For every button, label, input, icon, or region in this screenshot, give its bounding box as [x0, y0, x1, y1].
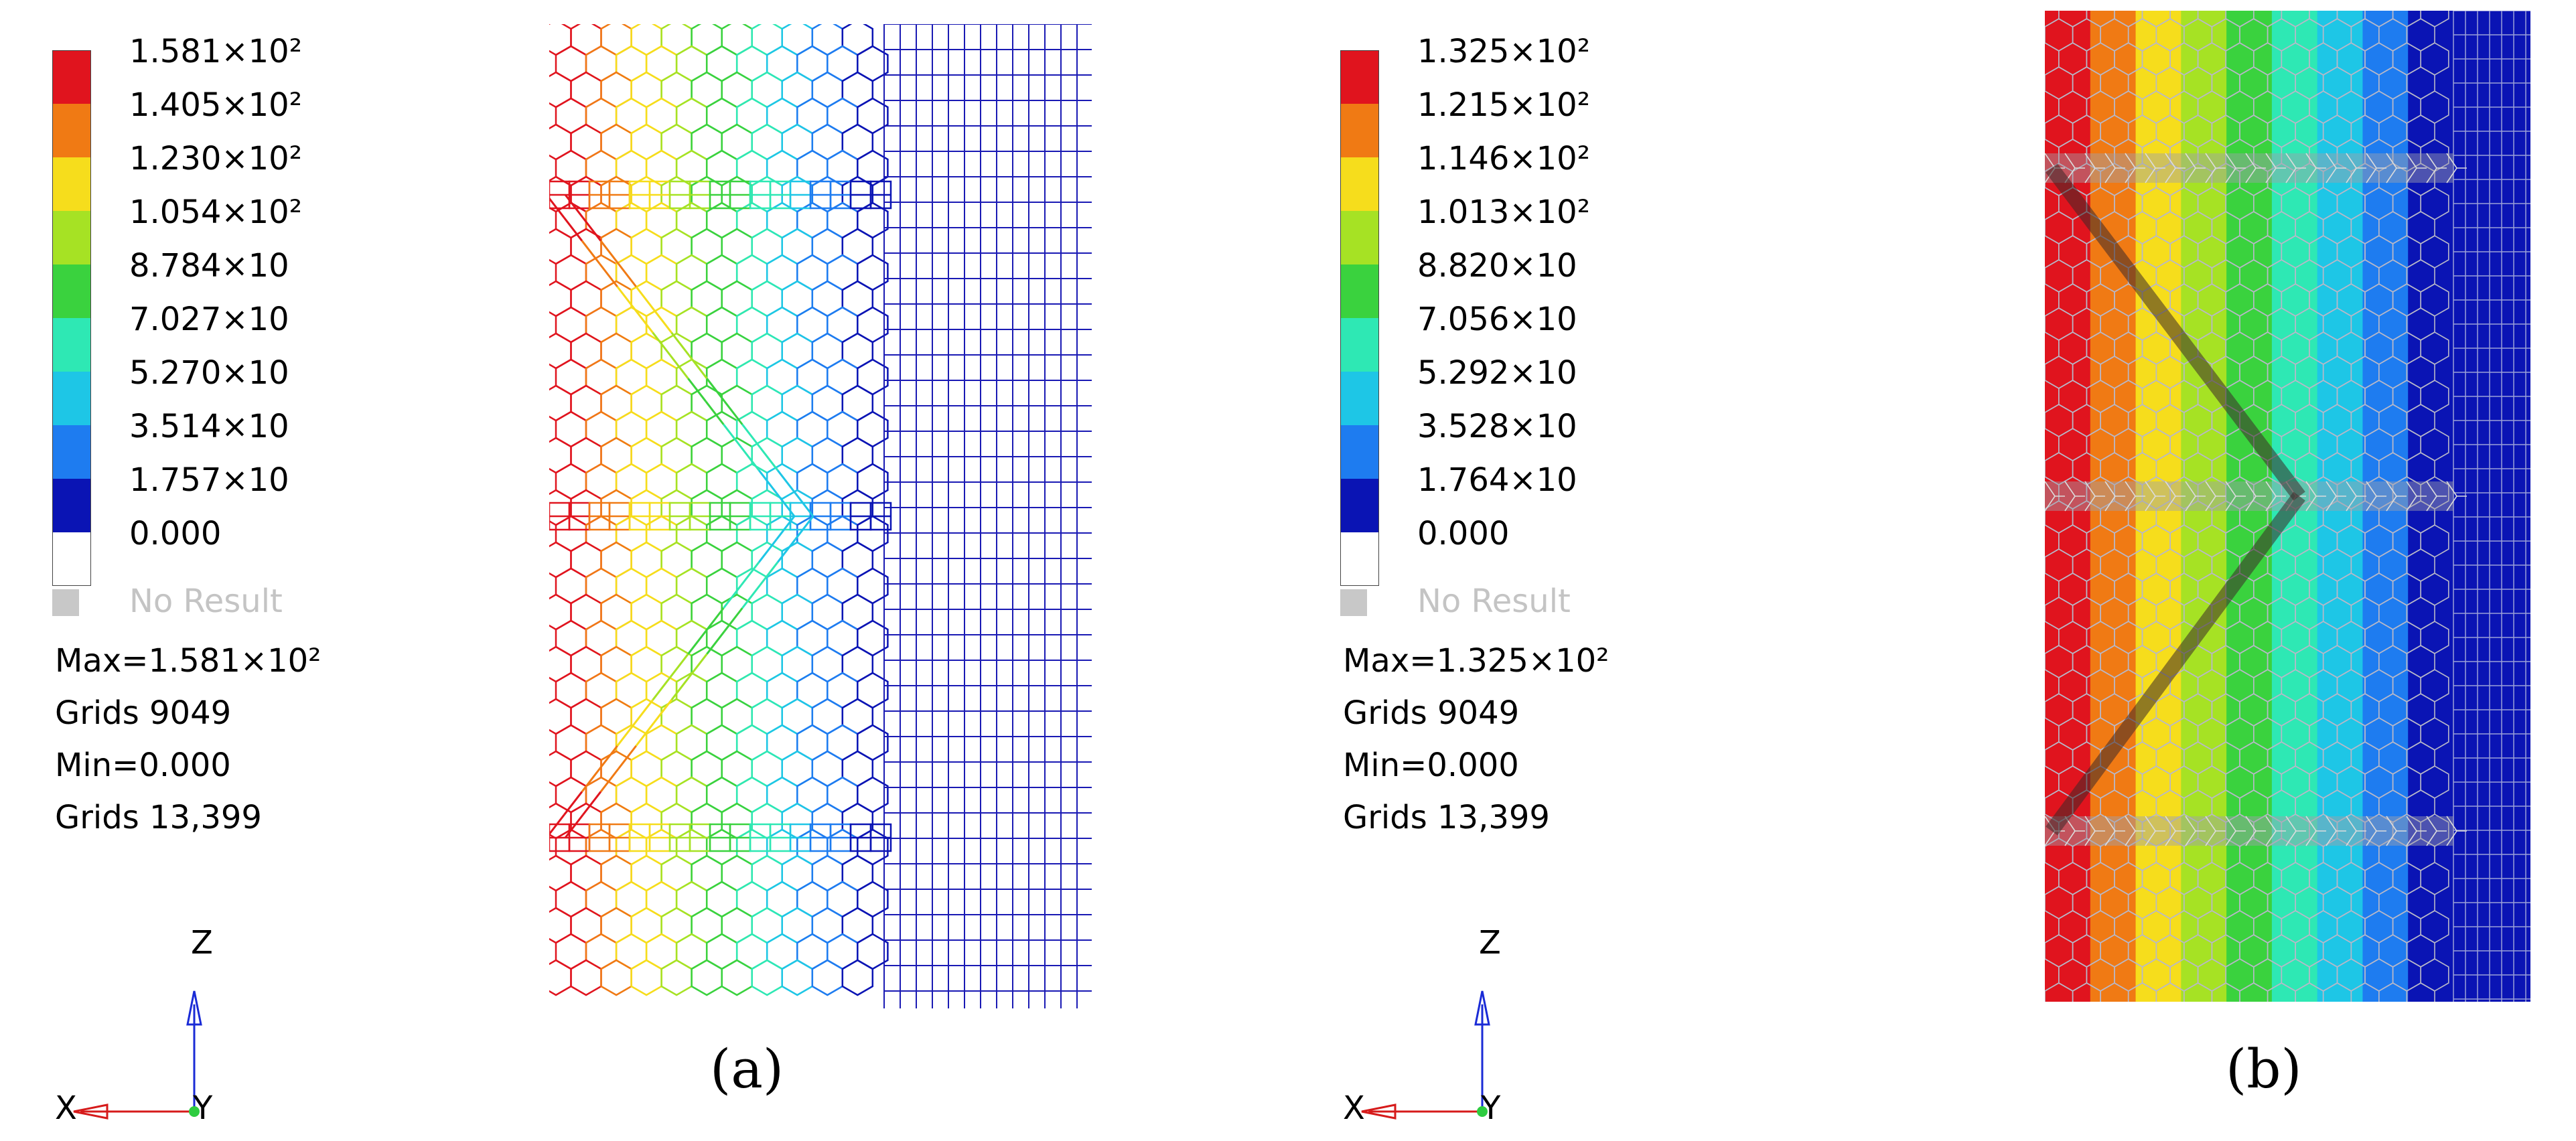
legend-bar-border: [1340, 50, 1379, 586]
filled-contour-model: [2045, 11, 2530, 1002]
axis-triad: Z X Y: [1315, 924, 1583, 1138]
legend-swatch: [1340, 425, 1379, 479]
axis-x-label: X: [55, 1089, 77, 1127]
max-grid: Grids 9049: [1343, 694, 1520, 732]
legend-swatch: [1340, 372, 1379, 425]
legend-tick-label: 8.820×10: [1417, 247, 1577, 285]
legend-tick-label: 1.013×10²: [1417, 194, 1590, 231]
legend-swatch: [52, 211, 91, 264]
legend-swatch: [1340, 318, 1379, 372]
diagonal-brace: [549, 194, 814, 838]
stiffener-ring: [2045, 153, 2467, 183]
legend-swatch: [1340, 50, 1379, 104]
panel-b: 1.325×10² 1.215×10² 1.146×10² 1.013×10² …: [1288, 0, 2576, 1141]
legend-tick-label: 3.528×10: [1417, 408, 1577, 445]
hex-mesh: [549, 24, 889, 996]
rect-mesh: [883, 24, 1092, 1008]
legend-bar-border: [52, 50, 91, 586]
legend-swatch: [52, 425, 91, 479]
legend-tick-label: 5.270×10: [129, 354, 289, 392]
diagonal-brace: [2046, 163, 2305, 836]
result-stats: Max=1.325×10² Grids 9049 Min=0.000 Grids…: [1343, 635, 1609, 844]
legend-tick-label: 1.146×10²: [1417, 140, 1590, 177]
legend-swatch: [1340, 104, 1379, 157]
stiffener-ring: [2045, 816, 2467, 846]
min-grid: Grids 13,399: [55, 799, 262, 836]
result-stats: Max=1.581×10² Grids 9049 Min=0.000 Grids…: [55, 635, 321, 844]
max-grid: Grids 9049: [55, 694, 232, 732]
min-value: Min=0.000: [55, 747, 231, 784]
axis-triad-graphic: [73, 990, 202, 1120]
axis-y-label: Y: [193, 1089, 213, 1127]
legend-tick-label: 1.215×10²: [1417, 86, 1590, 124]
legend-tick-label: 3.514×10: [129, 408, 289, 445]
legend-tick-label: 1.054×10²: [129, 194, 302, 231]
no-result-swatch: [52, 589, 79, 616]
legend-tick-label: 1.764×10: [1417, 461, 1577, 499]
legend-tick-label: 1.230×10²: [129, 140, 302, 177]
legend-swatch: [52, 50, 91, 104]
legend-tick-label: 1.581×10²: [129, 33, 302, 70]
legend-swatch: [52, 372, 91, 425]
legend-swatch: [52, 479, 91, 532]
wireframe-model: [549, 24, 1092, 1008]
legend-tick-label: 7.056×10: [1417, 301, 1577, 338]
axis-y-label: Y: [1481, 1089, 1501, 1127]
legend-tick-label: 1.325×10²: [1417, 33, 1590, 70]
legend-swatch: [1340, 264, 1379, 318]
stiffener-ring: [549, 502, 892, 531]
legend-swatch: [52, 318, 91, 372]
min-value: Min=0.000: [1343, 747, 1519, 784]
no-result-label: No Result: [129, 583, 283, 620]
legend-tick-label: 1.405×10²: [129, 86, 302, 124]
stiffener-ring: [549, 180, 892, 210]
legend-swatch: [52, 104, 91, 157]
panel-caption: (a): [710, 1038, 784, 1100]
legend-swatch: [52, 264, 91, 318]
min-grid: Grids 13,399: [1343, 799, 1550, 836]
hex-mesh: [2045, 11, 2449, 1002]
axis-triad-graphic: [1361, 990, 1490, 1120]
axis-triad: Z X Y: [27, 924, 295, 1138]
legend-tick-label: 5.292×10: [1417, 354, 1577, 392]
legend-swatch: [1340, 157, 1379, 211]
legend-tick-label: 0.000: [129, 515, 222, 552]
axis-z-label: Z: [1479, 924, 1501, 962]
stiffener-ring: [2045, 481, 2467, 512]
axis-z-label: Z: [191, 924, 213, 962]
legend-tick-label: 1.757×10: [129, 461, 289, 499]
legend-tick-label: 7.027×10: [129, 301, 289, 338]
max-value: Max=1.325×10²: [1343, 642, 1609, 680]
legend-swatch: [1340, 479, 1379, 532]
panel-a: 1.581×10² 1.405×10² 1.230×10² 1.054×10² …: [27, 24, 1092, 1138]
no-result-swatch: [1340, 589, 1367, 616]
no-result-label: No Result: [1417, 583, 1571, 620]
legend-swatch: [1340, 211, 1379, 264]
legend-tick-label: 0.000: [1417, 515, 1510, 552]
legend-tick-label: 8.784×10: [129, 247, 289, 285]
rect-mesh: [2453, 11, 2530, 1002]
max-value: Max=1.581×10²: [55, 642, 321, 680]
axis-x-label: X: [1343, 1089, 1365, 1127]
panel-caption: (b): [2226, 1038, 2302, 1100]
legend-swatch: [52, 157, 91, 211]
